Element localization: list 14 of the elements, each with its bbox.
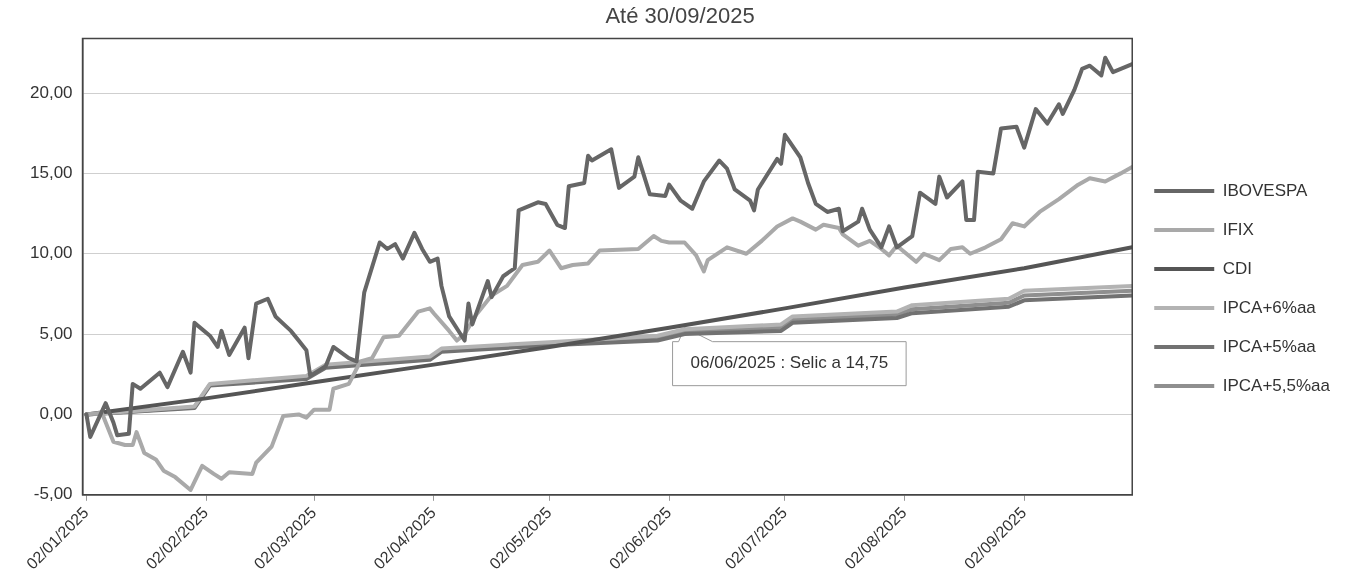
y-tick-label: 10,00 — [29, 243, 73, 263]
legend-label: CDI — [1222, 258, 1253, 278]
y-tick-label: 20,00 — [29, 82, 73, 102]
legend-label: IPCA+5%aa — [1222, 336, 1317, 356]
y-tick-label: 0,00 — [39, 404, 73, 424]
legend-label: IPCA+6%aa — [1222, 297, 1317, 317]
legend-label: IFIX — [1222, 219, 1254, 239]
legend-label: IPCA+5,5%aa — [1222, 375, 1331, 395]
chart-title: Até 30/09/2025 — [605, 3, 755, 29]
annotation: 06/06/2025 : Selic a 14,75 — [690, 353, 889, 373]
y-tick-label: 15,00 — [29, 163, 73, 183]
y-tick-label: 5,00 — [39, 323, 73, 343]
y-tick-label: -5,00 — [33, 484, 73, 504]
legend-label: IBOVESPA — [1222, 180, 1309, 200]
